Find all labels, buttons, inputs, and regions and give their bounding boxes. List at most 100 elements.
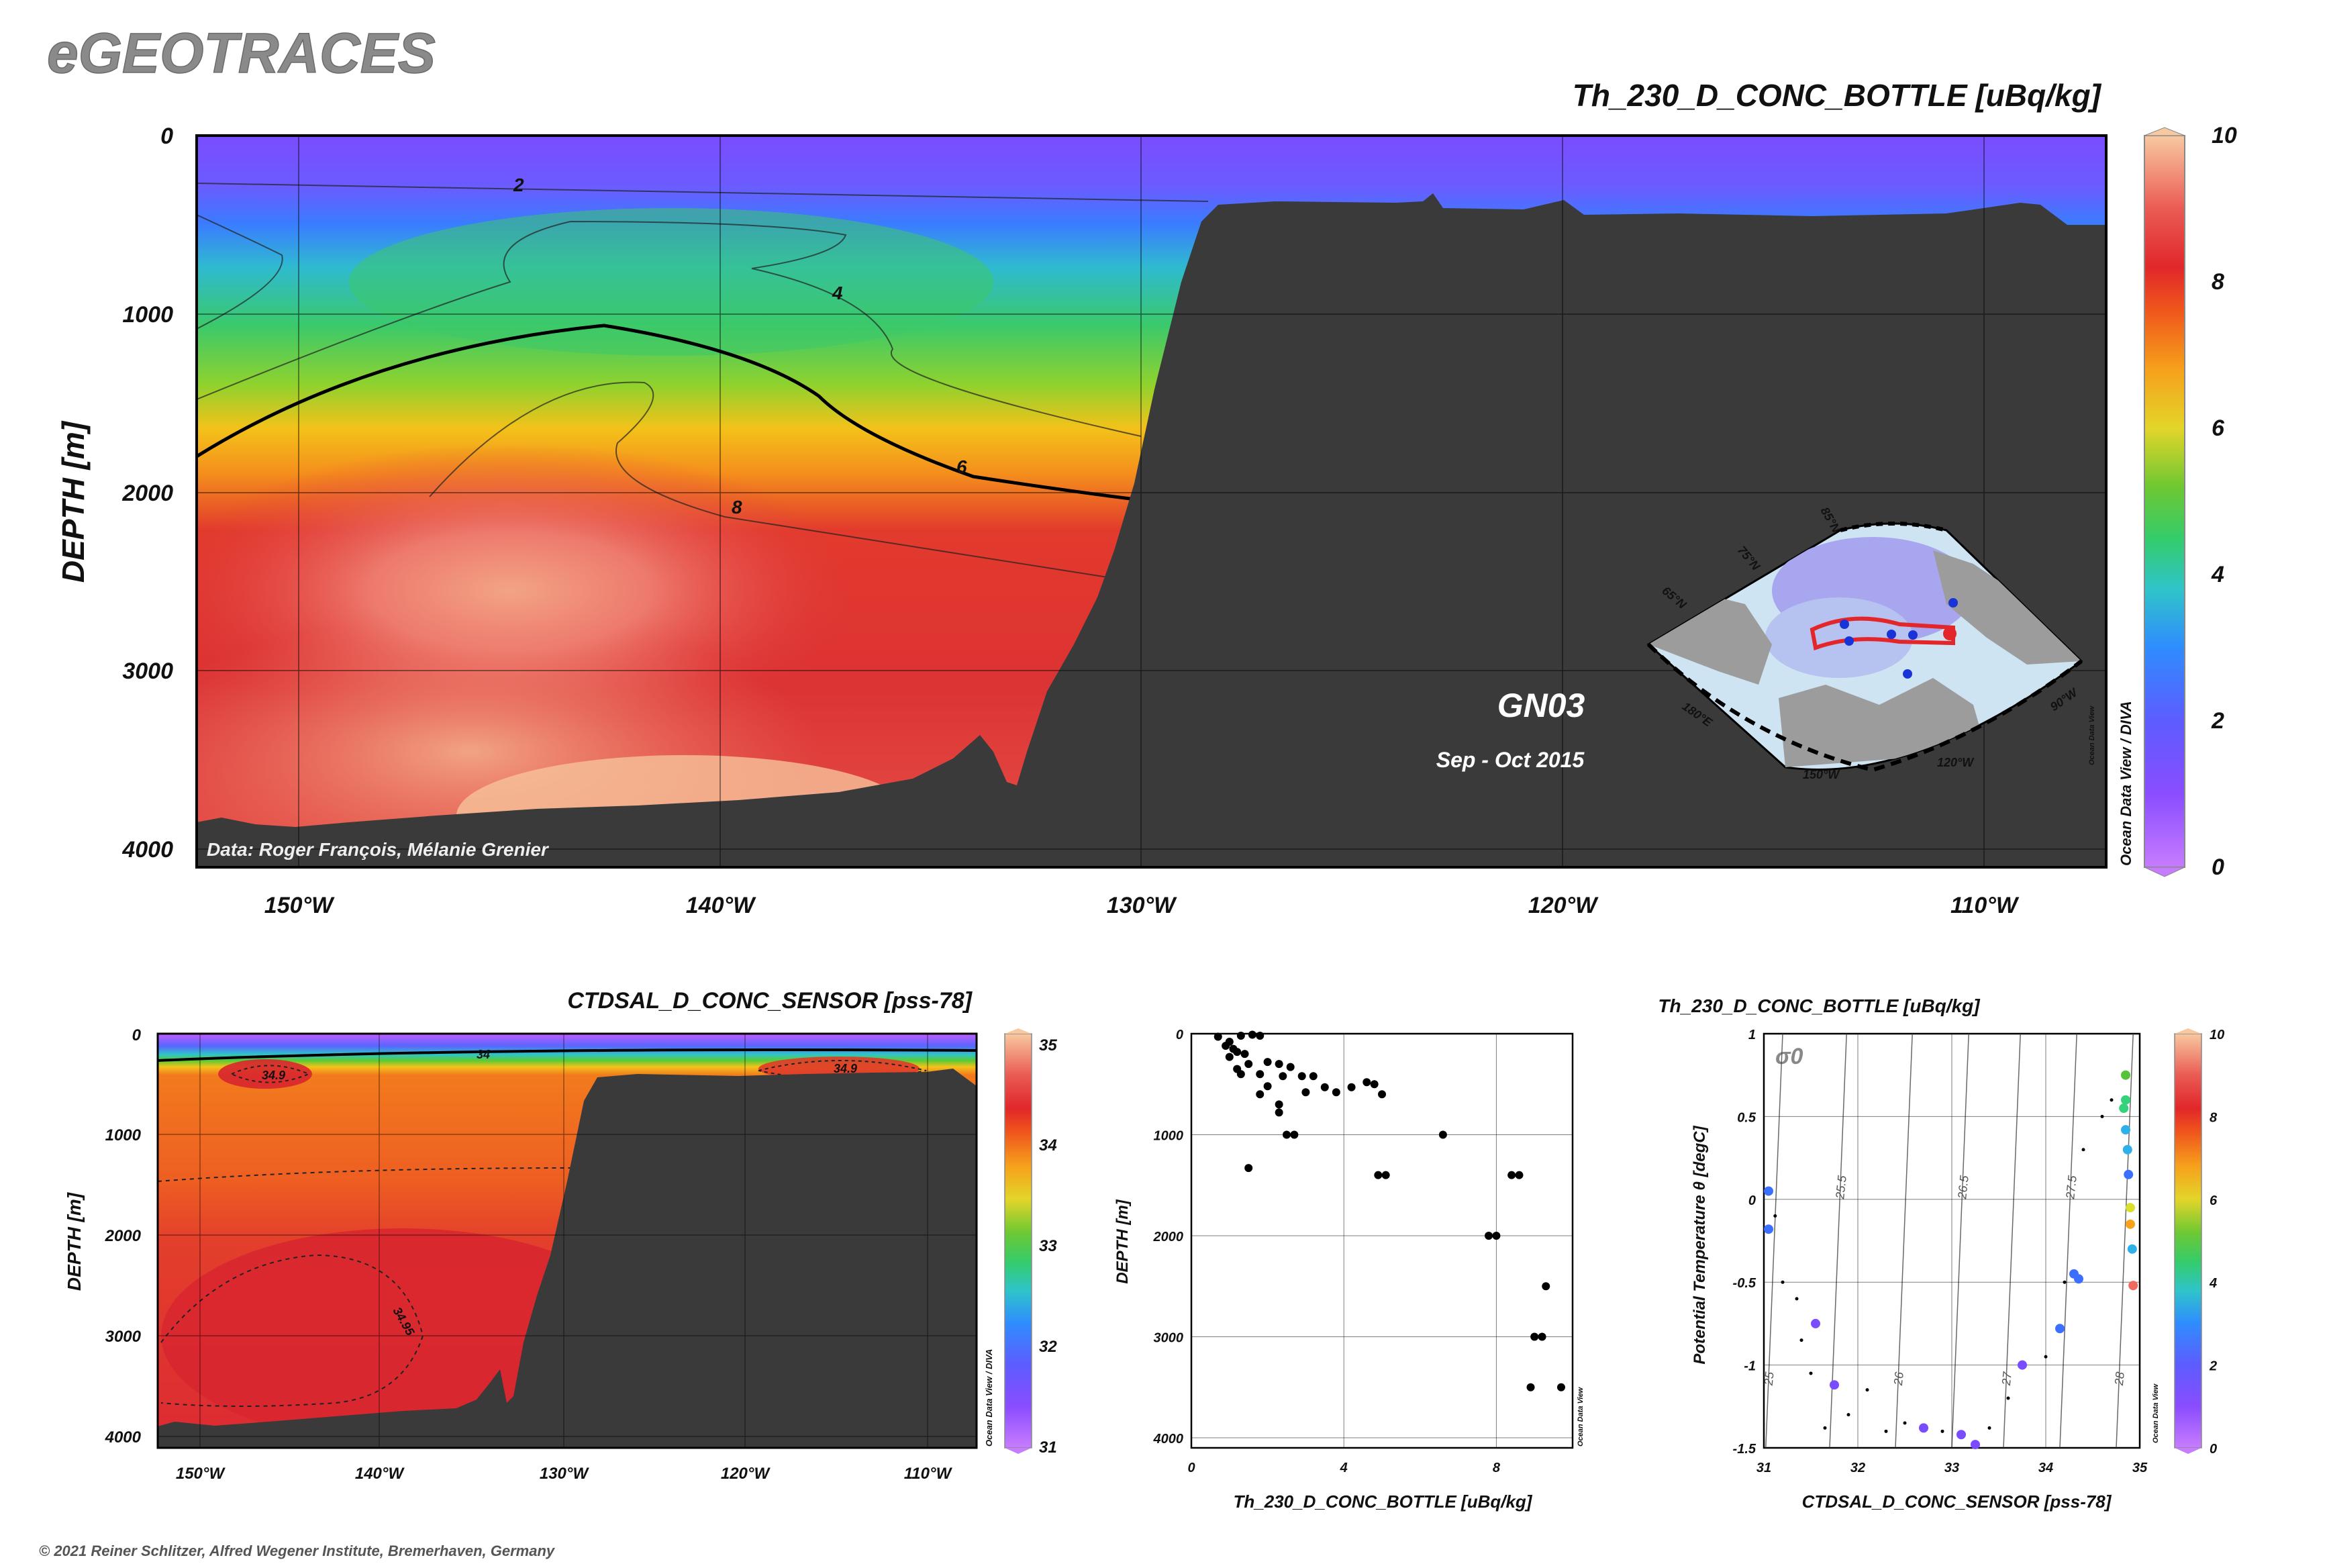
profile-point <box>1214 1032 1222 1041</box>
ts-small-point <box>2044 1355 2048 1359</box>
profile-point <box>1256 1070 1265 1079</box>
profile-y-tick: 4000 <box>1153 1432 1184 1447</box>
ts-colorbar-tick: 8 <box>2210 1110 2218 1125</box>
ts-colored-point <box>2018 1360 2027 1370</box>
isopycnal-line <box>1765 1033 1783 1449</box>
profile-point <box>1320 1083 1329 1091</box>
profile-point <box>1492 1231 1501 1240</box>
ts-colorbar-tick: 0 <box>2210 1442 2217 1457</box>
logo: eGEOTRACES <box>47 21 436 85</box>
ts-scatter-chart: Th_230_D_CONC_BOTTLE [uBq/kg] Potential … <box>1658 995 2224 1512</box>
profile-point <box>1297 1072 1306 1081</box>
ts-colorbar-tick: 4 <box>2209 1276 2217 1291</box>
main-colorbar-tick: 10 <box>2212 123 2237 148</box>
profile-point <box>1244 1164 1253 1173</box>
ts-small-point <box>1884 1429 1888 1433</box>
main-grid <box>197 136 2106 867</box>
profile-point <box>1309 1072 1318 1081</box>
profile-point <box>1290 1130 1299 1139</box>
ts-colorbar: 0 2 4 6 8 10 <box>2174 1028 2224 1457</box>
contour-label-8: 8 <box>732 497 742 518</box>
profile-point <box>1256 1032 1265 1040</box>
ts-colored-point <box>1919 1423 1928 1433</box>
profile-point <box>1370 1080 1379 1089</box>
main-y-tick: 4000 <box>121 837 173 863</box>
ts-y-tick: -0.5 <box>1733 1276 1756 1291</box>
sal-y-ticks: 0 1000 2000 3000 4000 <box>105 1026 142 1447</box>
ts-chart-title: Th_230_D_CONC_BOTTLE [uBq/kg] <box>1658 995 1981 1016</box>
isopycnal-label: 27.5 <box>2063 1174 2079 1200</box>
ts-small-point <box>1773 1214 1777 1218</box>
isopycnal-label: 27 <box>1999 1371 2014 1387</box>
ts-small-point <box>2100 1114 2104 1118</box>
main-plot-frame <box>195 134 2108 869</box>
ts-small-point <box>1809 1371 1813 1375</box>
ts-colored-point <box>2055 1324 2065 1334</box>
contour-label-2: 2 <box>513 175 524 195</box>
ts-x-tick: 32 <box>1850 1461 1865 1475</box>
ts-small-point <box>1987 1426 1991 1430</box>
ts-colored-point <box>1957 1430 1966 1440</box>
main-colorbar-tick: 0 <box>2212 854 2224 880</box>
profile-point <box>1332 1088 1340 1097</box>
main-y-ticks: 0 1000 2000 3000 4000 <box>121 124 173 863</box>
ts-colorbar-tick: 2 <box>2209 1359 2217 1374</box>
main-x-tick: 150°W <box>264 893 335 918</box>
profile-y-tick: 3000 <box>1154 1330 1184 1345</box>
profile-scatter-chart: DEPTH [m] Th_230_D_CONC_BOTTLE [uBq/kg] … <box>1113 1028 1585 1512</box>
ts-small-point <box>1799 1338 1803 1342</box>
sal-contour-label: 34.9 <box>834 1062 857 1075</box>
ts-colored-point <box>2121 1070 2130 1080</box>
ts-x-tick: 31 <box>1756 1461 1771 1475</box>
sal-contour-label: 34.9 <box>262 1069 285 1082</box>
profile-point <box>1236 1070 1245 1079</box>
sal-plot-frame <box>156 1032 978 1449</box>
main-y-tick: 3000 <box>122 658 173 684</box>
sal-colorbar-tick: 32 <box>1039 1338 1057 1356</box>
sal-contour-label: 34 <box>477 1048 490 1061</box>
isopycnal-line <box>2003 1033 2021 1449</box>
profile-point <box>1363 1078 1371 1087</box>
inset-map: 85°N 75°N 65°N 180°E 150°W 120°W 90°W Oc… <box>1646 505 2096 781</box>
profile-point <box>1286 1063 1295 1071</box>
contour-label-6: 6 <box>956 456 967 477</box>
profile-point <box>1438 1130 1447 1139</box>
sal-x-tick: 140°W <box>355 1465 405 1483</box>
profile-point <box>1248 1030 1256 1039</box>
profile-point <box>1530 1332 1539 1341</box>
profile-point <box>1347 1083 1356 1091</box>
main-colorbar-tick: 4 <box>2211 562 2224 587</box>
sal-y-tick: 2000 <box>105 1227 142 1245</box>
sal-colorbar: 35 34 33 32 31 Ocean Data View / DIVA <box>984 1028 1057 1457</box>
ts-y-axis-label: Potential Temperature θ [degC] <box>1691 1125 1709 1364</box>
isopycnal-line <box>2116 1033 2134 1449</box>
ts-small-point <box>1846 1413 1850 1417</box>
ts-small-point <box>2063 1280 2067 1284</box>
ts-small-point <box>1823 1426 1827 1430</box>
seafloor-main <box>197 193 2106 867</box>
sigma-label: σ0 <box>1775 1044 1803 1069</box>
main-colorbar-tick: 8 <box>2212 269 2224 295</box>
sal-colorbar-tick: 33 <box>1039 1237 1057 1255</box>
main-x-tick: 110°W <box>1950 893 2020 918</box>
sal-x-tick: 150°W <box>176 1465 226 1483</box>
ts-colored-point <box>2121 1125 2130 1135</box>
sal-odv-note: Ocean Data View / DIVA <box>984 1349 994 1447</box>
profile-point <box>1301 1088 1310 1097</box>
cruise-label: GN03 <box>1497 687 1585 724</box>
ts-colored-point <box>2122 1144 2132 1155</box>
profile-point <box>1556 1383 1565 1391</box>
isopycnal-label: 28 <box>2112 1371 2127 1387</box>
profile-point <box>1275 1108 1283 1117</box>
sal-y-tick: 1000 <box>105 1126 142 1144</box>
ts-small-point <box>1795 1297 1799 1301</box>
ts-small-point <box>2006 1396 2010 1400</box>
main-colorbar: 10 8 6 4 2 0 Ocean Data View / DIVA <box>2118 123 2237 880</box>
sal-y-tick: 3000 <box>105 1328 142 1346</box>
ts-small-point <box>2081 1148 2085 1152</box>
profile-point <box>1526 1383 1535 1391</box>
ts-colored-point <box>1764 1186 1773 1196</box>
profile-point <box>1378 1090 1386 1099</box>
copyright: © 2021 Reiner Schlitzer, Alfred Wegener … <box>39 1542 556 1559</box>
isopycnal-label: 26.5 <box>1955 1174 1971 1200</box>
